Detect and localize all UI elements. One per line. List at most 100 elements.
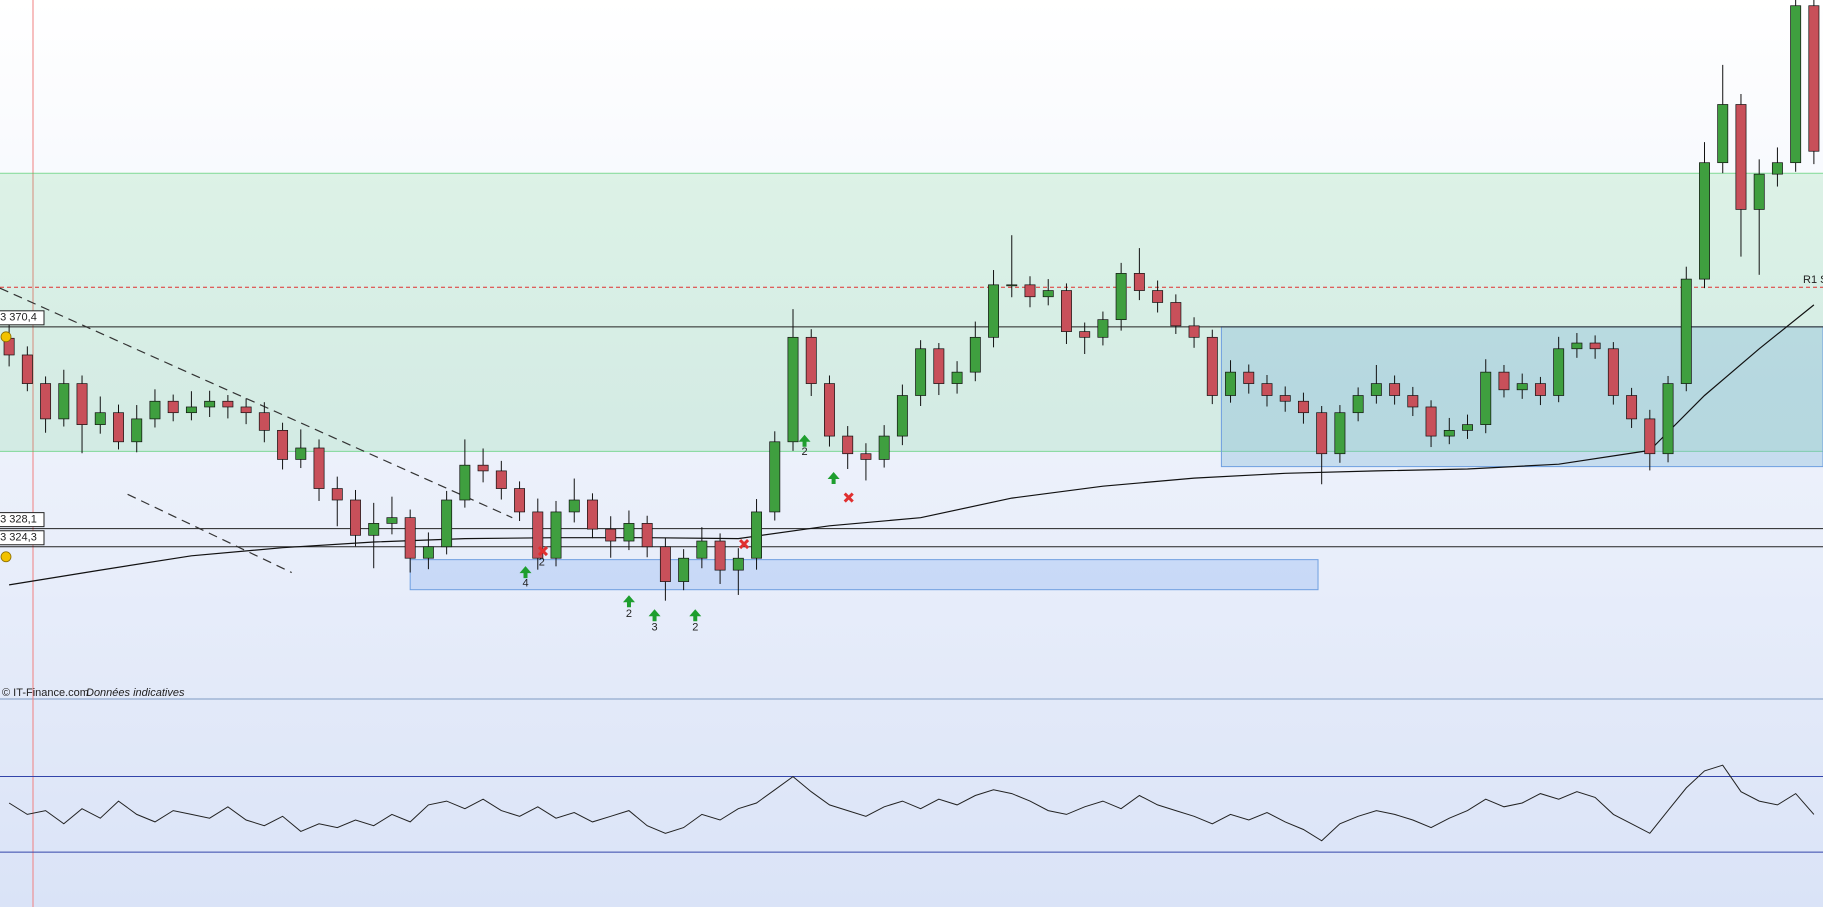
candle-body [1152, 290, 1164, 303]
candle-body [532, 511, 544, 559]
candle-body [1061, 290, 1072, 332]
candle-body [514, 488, 526, 513]
candle-body [1425, 406, 1437, 437]
signal-label: 2 [626, 608, 632, 620]
level-label-box [0, 530, 45, 546]
support-band [0, 173, 1823, 452]
candle-body [1115, 273, 1127, 321]
candle-body [1534, 383, 1546, 396]
candle-body [751, 511, 762, 559]
candle-body [1753, 173, 1765, 210]
candle-body [988, 284, 999, 338]
candle-body [313, 447, 325, 489]
candle-body [422, 546, 434, 559]
candle-body [896, 395, 908, 437]
candle-body [732, 557, 744, 571]
candle-body [1516, 383, 1528, 391]
candle-body [113, 412, 124, 443]
signal-cross [537, 546, 549, 557]
candle-body [350, 499, 361, 536]
candle-body [1389, 383, 1401, 396]
signal-arrow [689, 609, 702, 622]
candle-body [787, 336, 799, 443]
pivot-label: R1 S [1803, 274, 1823, 286]
candle-body [386, 517, 398, 524]
candle-body [1498, 371, 1510, 391]
candle-body [185, 406, 197, 414]
candle-body [860, 453, 872, 460]
signal-cross [843, 492, 854, 503]
level-label: 13 324,3 [0, 532, 37, 544]
candle-body [1024, 284, 1036, 298]
candle-body [21, 354, 33, 384]
signal-label: 2 [539, 557, 545, 569]
signal-label: 3 [651, 622, 657, 634]
candle-body [1261, 383, 1273, 396]
moving-average [9, 304, 1815, 586]
signal-label: 2 [692, 622, 698, 634]
candle-body [1206, 336, 1218, 396]
candle-body [641, 523, 653, 548]
candle-body [131, 418, 143, 443]
candle-body [1644, 418, 1656, 455]
candle-body [1808, 5, 1820, 152]
level-label: 13 370,4 [0, 312, 37, 324]
candle-body [550, 511, 562, 559]
candle-body [222, 400, 234, 408]
candle-body [824, 383, 835, 437]
candle-body [1717, 104, 1729, 164]
source: © IT-Finance.com [2, 687, 89, 699]
candle-body [277, 429, 289, 460]
candle-body [331, 488, 343, 501]
candle-body [1735, 104, 1747, 210]
signal-arrow [648, 609, 661, 622]
oscillator-line [8, 764, 1815, 842]
candle-body [1352, 395, 1364, 414]
candle-body [368, 523, 380, 536]
candle-body [1607, 348, 1619, 396]
candle-body [623, 523, 635, 542]
candle-body [1443, 429, 1455, 437]
candle-body [805, 336, 817, 384]
candle-body [1680, 278, 1692, 384]
signal-cross [739, 539, 750, 550]
candle-body [878, 435, 890, 460]
candle-body [915, 348, 927, 396]
candle-body [240, 406, 252, 414]
candle-body [933, 348, 945, 384]
candle-body [1334, 412, 1346, 455]
candle-body [295, 447, 307, 460]
candle-body [459, 464, 471, 501]
signal-arrow [798, 434, 811, 447]
candle-body [1626, 395, 1638, 420]
candle-body [1006, 284, 1018, 287]
candle-body [1462, 424, 1473, 431]
level-label-box [0, 512, 45, 528]
candle-body [969, 336, 981, 373]
candle-body [769, 441, 781, 513]
alert-icon [0, 551, 12, 563]
candle-body [149, 400, 161, 420]
trendline [0, 287, 513, 519]
candle-body [568, 499, 580, 513]
candle-body [204, 400, 216, 408]
oscillator-panel [0, 764, 1823, 853]
candle-body [441, 499, 453, 548]
candle-body [1790, 5, 1802, 164]
candle-body [1097, 319, 1109, 338]
candle-body [76, 383, 88, 425]
candle-body [1042, 290, 1054, 298]
candle-body [659, 546, 671, 582]
level-label: 13 328,1 [0, 514, 37, 526]
candle-body [678, 557, 690, 582]
candle-body [167, 400, 179, 414]
candle-body [58, 383, 70, 420]
candle-body [1279, 395, 1291, 402]
signal-arrow [519, 566, 532, 579]
candle-body [1589, 342, 1601, 350]
candle-body [1243, 371, 1255, 384]
price-panel: R1 S242232 [0, 0, 1823, 634]
candle-body [1407, 395, 1419, 408]
